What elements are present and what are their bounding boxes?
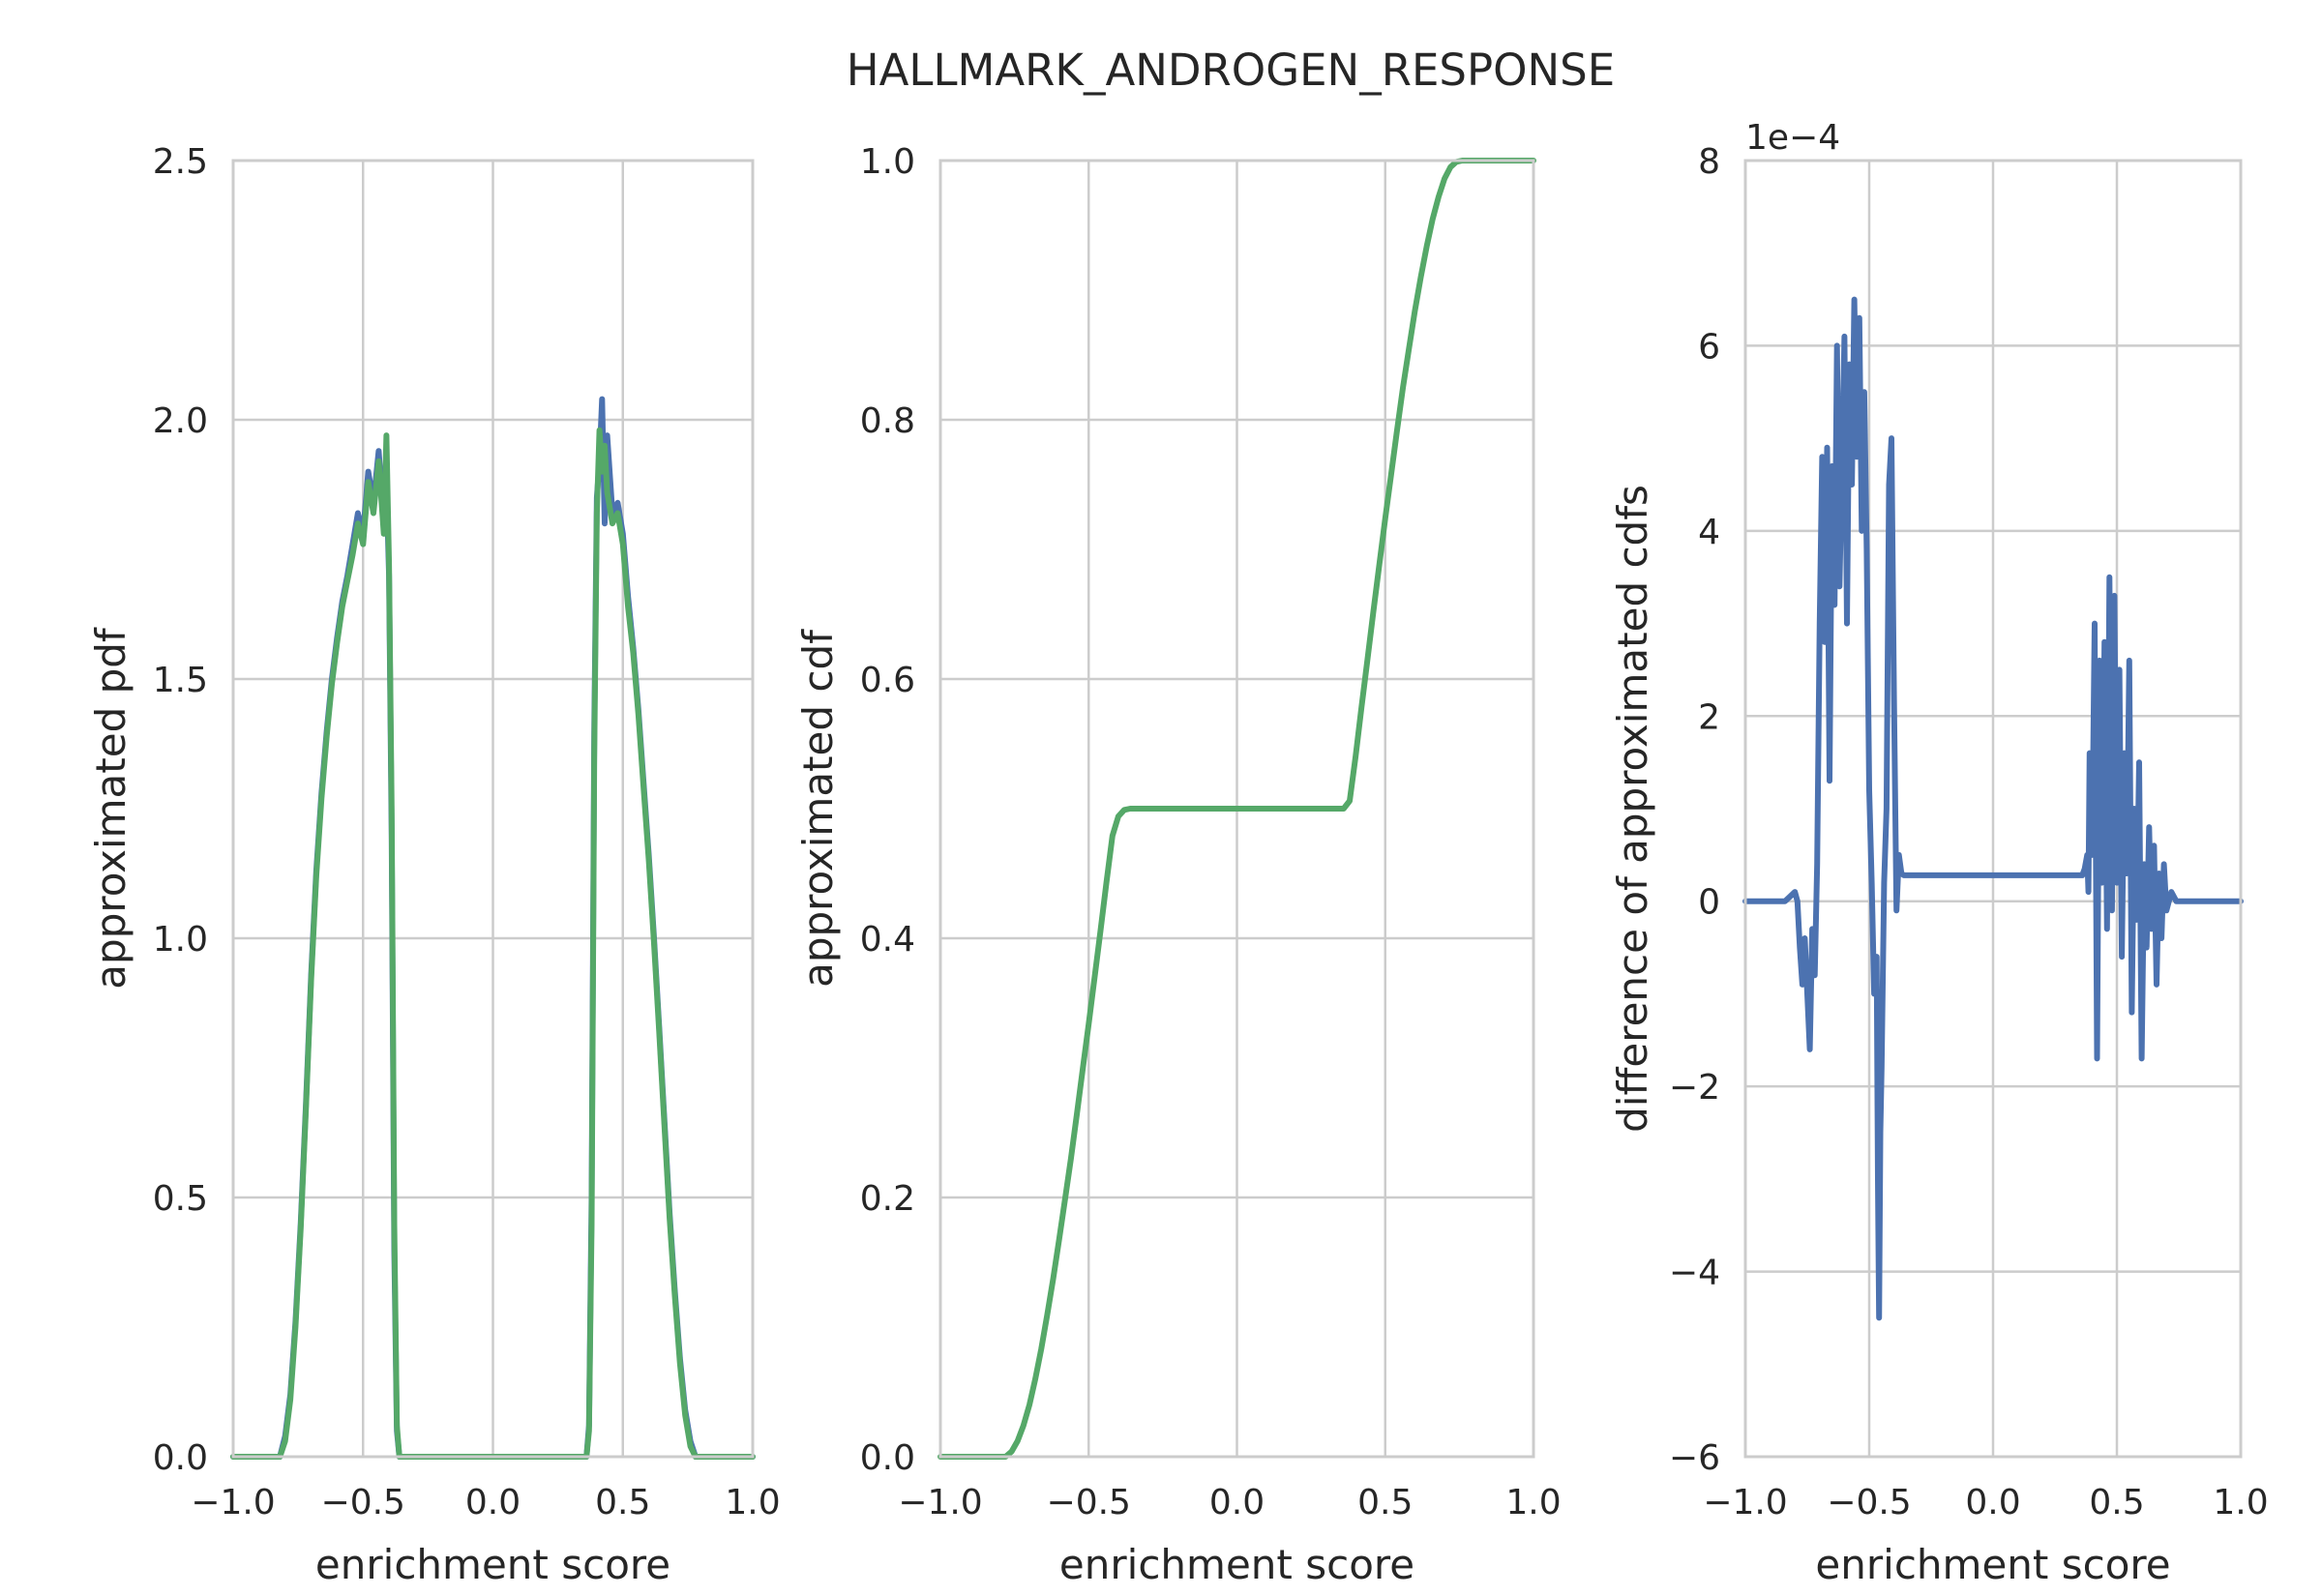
cdf-x-tick-labels: −1.0 −0.5 0.0 0.5 1.0 <box>898 1483 1561 1522</box>
cdf-series-group <box>938 158 1536 1460</box>
cdf-x-axis-label: enrichment score <box>1059 1541 1414 1588</box>
diff-x-tick-label: 0.5 <box>2089 1483 2144 1522</box>
pdf-y-tick-labels: 0.0 0.5 1.0 1.5 2.0 2.5 <box>153 142 208 1478</box>
diff-x-tick-label: 0.0 <box>1965 1483 2020 1522</box>
diff-y-tick-label: 4 <box>1698 513 1720 552</box>
diff-y-tick-label: 0 <box>1698 883 1720 923</box>
pdf-x-tick-labels: −1.0 −0.5 0.0 0.5 1.0 <box>191 1483 780 1522</box>
diff-axes-border <box>1743 159 2243 1459</box>
cdf-x-tick-label: 0.5 <box>1357 1483 1413 1522</box>
diff-x-tick-label: −0.5 <box>1827 1483 1911 1522</box>
cdf-y-axis-label: approximated cdf <box>794 629 842 988</box>
pdf-x-tick-label: −1.0 <box>191 1483 275 1522</box>
pdf-y-axis-label: approximated pdf <box>87 627 134 990</box>
diff-y-tick-labels: −6 −4 −2 0 2 4 6 8 <box>1669 142 1720 1478</box>
diff-x-axis-label: enrichment score <box>1815 1541 2170 1588</box>
cdf-axes-frame <box>938 159 1535 1459</box>
diff-y-tick-label: 8 <box>1698 142 1720 182</box>
pdf-axes-border <box>231 159 755 1459</box>
pdf-y-tick-label: 2.5 <box>153 142 208 182</box>
cdf-x-tick-label: 1.0 <box>1505 1483 1561 1522</box>
diff-x-tick-label: 1.0 <box>2213 1483 2268 1522</box>
figure-title: HALLMARK_ANDROGEN_RESPONSE <box>847 44 1615 96</box>
cdf-x-tick-label: −1.0 <box>898 1483 982 1522</box>
cdf-y-tick-labels: 0.0 0.2 0.4 0.6 0.8 1.0 <box>860 142 915 1478</box>
cdf-y-tick-label: 0.2 <box>860 1179 915 1219</box>
cdf-y-tick-label: 0.8 <box>860 401 915 441</box>
cdf-series-line-0 <box>938 158 1536 1460</box>
cdf-x-tick-label: 0.0 <box>1209 1483 1265 1522</box>
pdf-x-axis-label: enrichment score <box>315 1541 670 1588</box>
cdf-y-tick-label: 1.0 <box>860 142 915 182</box>
pdf-x-tick-label: 0.5 <box>595 1483 650 1522</box>
cdf-y-tick-label: 0.4 <box>860 920 915 960</box>
pdf-x-tick-label: 1.0 <box>725 1483 780 1522</box>
cdf-y-tick-label: 0.6 <box>860 661 915 700</box>
diff-y-tick-label: −2 <box>1669 1068 1720 1108</box>
pdf-panel: −1.0 −0.5 0.0 0.5 1.0 0.0 0.5 1.0 1.5 2.0 2.5 enr… <box>87 142 781 1588</box>
pdf-axes-frame <box>231 159 755 1459</box>
cdf-panel: −1.0 −0.5 0.0 0.5 1.0 0.0 0.2 0.4 0.6 0.8 1.0 enr… <box>794 142 1562 1588</box>
pdf-y-tick-label: 1.0 <box>153 920 208 960</box>
cdf-difference-panel: −1.0 −0.5 0.0 0.5 1.0 −6 −4 −2 0 2 4 6 8 enrichment… <box>1609 118 2269 1588</box>
diff-series-line-0 <box>1742 296 2244 1321</box>
diff-series-group <box>1742 296 2244 1321</box>
diff-y-tick-label: 6 <box>1698 327 1720 367</box>
diff-x-tick-labels: −1.0 −0.5 0.0 0.5 1.0 <box>1703 1483 2268 1522</box>
diff-y-scale-multiplier: 1e−4 <box>1745 118 1840 158</box>
diff-y-tick-label: −6 <box>1669 1438 1720 1478</box>
pdf-x-tick-label: 0.0 <box>465 1483 521 1522</box>
pdf-y-tick-label: 0.0 <box>153 1438 208 1478</box>
cdf-y-tick-label: 0.0 <box>860 1438 915 1478</box>
pdf-y-tick-label: 1.5 <box>153 661 208 700</box>
diff-axes-frame <box>1743 159 2243 1459</box>
pdf-x-tick-label: −0.5 <box>321 1483 405 1522</box>
diff-y-axis-label: difference of approximated cdfs <box>1609 485 1656 1133</box>
cdf-axes-border <box>938 159 1535 1459</box>
cdf-x-tick-label: −0.5 <box>1047 1483 1131 1522</box>
diff-y-tick-label: 2 <box>1698 697 1720 737</box>
diff-x-tick-label: −1.0 <box>1703 1483 1787 1522</box>
pdf-y-tick-label: 0.5 <box>153 1179 208 1219</box>
pdf-y-tick-label: 2.0 <box>153 401 208 441</box>
diff-y-tick-label: −4 <box>1669 1254 1720 1293</box>
